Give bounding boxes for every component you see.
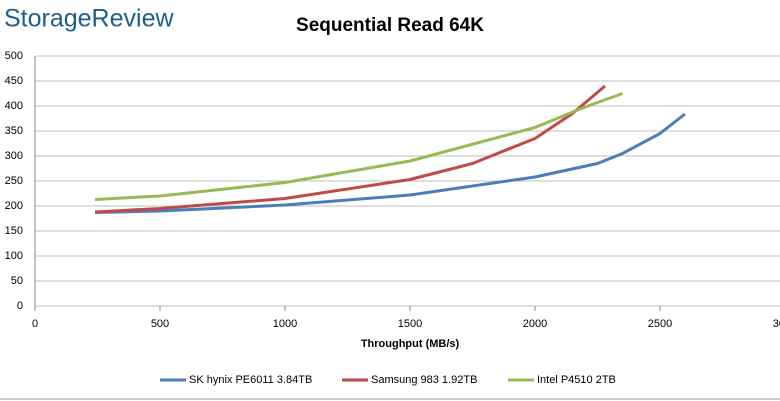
x-tick-label: 2000: [523, 318, 547, 330]
x-tick-label: 500: [151, 318, 169, 330]
x-tick-label: 1500: [398, 318, 422, 330]
x-tick-label: 2500: [648, 318, 672, 330]
chart-title: Sequential Read 64K: [296, 15, 484, 36]
y-tick-label: 300: [5, 150, 23, 162]
legend-label: Samsung 983 1.92TB: [371, 374, 477, 386]
y-tick-label: 150: [5, 225, 23, 237]
y-tick-label: 200: [5, 200, 23, 212]
y-tick-label: 350: [5, 125, 23, 137]
series-line: [94, 92, 624, 201]
y-tick-label: 500: [5, 50, 23, 62]
x-tick-label: 1000: [273, 318, 297, 330]
y-tick-label: 100: [5, 250, 23, 262]
legend-label: Intel P4510 2TB: [537, 374, 616, 386]
series-line: [94, 112, 686, 214]
x-tick-label: 3000: [773, 318, 780, 330]
legend-label: SK hynix PE6011 3.84TB: [189, 374, 312, 386]
y-tick-label: 400: [5, 100, 23, 112]
logo: StorageReview: [4, 5, 174, 33]
y-tick-label: 250: [5, 175, 23, 187]
x-tick-label: 0: [32, 318, 38, 330]
y-tick-label: 50: [11, 275, 23, 287]
y-tick-label: 450: [5, 75, 23, 87]
y-tick-label: 0: [17, 300, 23, 312]
x-axis-title: Throughput (MB/s): [361, 338, 460, 350]
series-line: [94, 84, 606, 214]
